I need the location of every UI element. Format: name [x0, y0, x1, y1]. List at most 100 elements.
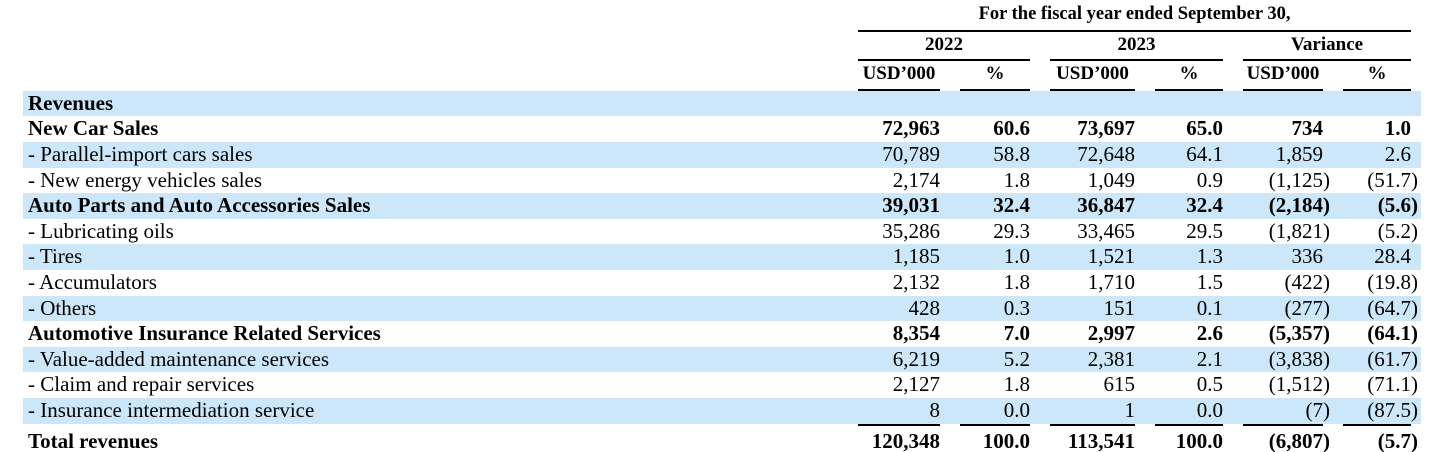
- cell-2022-pct: 1.8: [1003, 372, 1030, 397]
- cell-2023-usd: 1,710: [1087, 269, 1135, 294]
- total-variance-usd: (6,807): [1233, 423, 1333, 452]
- cell-2023-usd: 1,049: [1087, 167, 1135, 192]
- fiscal-year-header-cell: For the fiscal year ended September 30,: [848, 2, 1421, 32]
- cell-2022-usd: 2,132: [892, 269, 940, 294]
- table-row: - Claim and repair services 2,127 1.8 61…: [23, 372, 1421, 398]
- cell-2022-usd: 6,219: [848, 346, 950, 373]
- cell-2023-pct: 0.5: [1196, 372, 1223, 397]
- row-label: Automotive Insurance Related Services: [28, 321, 381, 346]
- cell-2022-pct: 60.6: [993, 116, 1030, 141]
- row-label: - Others: [23, 295, 848, 322]
- cell-variance-usd: (1,125): [1268, 167, 1330, 192]
- cell-2022-pct: 1.8: [1003, 269, 1030, 294]
- cell-2022-usd: 2,127: [892, 372, 940, 397]
- total-label: Total revenues: [28, 428, 159, 452]
- cell-2022-usd: 1,185: [848, 244, 950, 270]
- table-body: Revenues New Car Sales 72,963 60.6 73,69…: [23, 90, 1422, 424]
- row-label: - Insurance intermediation service: [23, 397, 848, 424]
- table-row: - Others 428 0.3 151 0.1 (277) (64.7): [23, 295, 1422, 322]
- cell-2022-pct: 0.3: [950, 295, 1040, 322]
- cell-2023-pct: 2.6: [1196, 321, 1223, 346]
- header-group-row: 2022 2023 Variance: [23, 32, 1421, 62]
- fiscal-year-header: For the fiscal year ended September 30,: [858, 2, 1412, 32]
- group-2023-label: 2023: [1050, 32, 1223, 62]
- cell-2023-pct: 0.1: [1145, 295, 1233, 322]
- cell-variance-pct: (87.5): [1333, 397, 1422, 424]
- cell-variance-usd: (422): [1284, 269, 1331, 294]
- cell-2022-usd: 428: [848, 295, 950, 322]
- cell-variance-usd: (1,821): [1268, 218, 1330, 243]
- cell-2022-pct: 1.0: [950, 244, 1040, 270]
- cell-2023-pct: 65.0: [1186, 116, 1223, 141]
- table-row: - Accumulators 2,132 1.8 1,710 1.5 (422)…: [23, 270, 1421, 296]
- table-row: - Value-added maintenance services 6,219…: [23, 346, 1422, 373]
- cell-variance-pct: (64.7): [1333, 295, 1422, 322]
- cell-2022-usd: 8,354: [892, 321, 940, 346]
- cell-2023-pct: 1.3: [1145, 244, 1233, 270]
- cell-2023-pct: 1.5: [1196, 269, 1223, 294]
- table-row: - New energy vehicles sales 2,174 1.8 1,…: [23, 168, 1421, 194]
- table-row: - Lubricating oils 35,286 29.3 33,465 29…: [23, 219, 1421, 245]
- cell-variance-pct: (19.8): [1367, 269, 1419, 294]
- row-label: Auto Parts and Auto Accessories Sales: [23, 193, 848, 219]
- total-2023-pct: 100.0: [1145, 423, 1233, 452]
- total-variance-pct: (5.7): [1333, 423, 1421, 452]
- cell-2023-usd: 615: [1103, 372, 1136, 397]
- cell-variance-pct: 2.6: [1333, 141, 1422, 168]
- cell-variance-usd: 734: [1291, 116, 1324, 141]
- cell-2023-pct: 2.1: [1145, 346, 1233, 373]
- row-label: New Car Sales: [28, 116, 159, 141]
- cell-2022-pct: 0.0: [950, 397, 1040, 424]
- cell-2023-pct: 32.4: [1145, 193, 1233, 219]
- group-2023-cell: 2023: [1040, 32, 1233, 62]
- cell-2022-pct: 1.8: [1003, 167, 1030, 192]
- subcol-variance-usd: USD’000: [1233, 61, 1333, 91]
- cell-2022-usd: 2,174: [892, 167, 940, 192]
- table-row: - Tires 1,185 1.0 1,521 1.3 336 28.4: [23, 244, 1422, 270]
- cell-variance-usd: (7): [1233, 397, 1333, 424]
- cell-variance-pct: 1.0: [1384, 116, 1412, 141]
- cell-2023-usd: 73,697: [1077, 116, 1135, 141]
- group-variance-label: Variance: [1243, 32, 1412, 62]
- row-label: Revenues: [23, 90, 848, 117]
- table-row: Automotive Insurance Related Services 8,…: [23, 321, 1421, 347]
- row-label: - Lubricating oils: [28, 218, 174, 243]
- total-2022-pct: 100.0: [950, 423, 1040, 452]
- subcol-variance-pct: %: [1333, 61, 1421, 91]
- cell-variance-pct: (51.7): [1367, 167, 1419, 192]
- subcol-2022-usd: USD’000: [848, 61, 950, 91]
- cell-2022-pct: 58.8: [950, 141, 1040, 168]
- cell-2023-pct: 64.1: [1145, 141, 1233, 168]
- cell-2022-usd: [848, 90, 950, 117]
- cell-2023-pct: 0.0: [1145, 397, 1233, 424]
- cell-variance-usd: (1,512): [1268, 372, 1330, 397]
- cell-2022-pct: 29.3: [993, 218, 1030, 243]
- group-variance-cell: Variance: [1233, 32, 1421, 62]
- cell-2022-usd: 39,031: [848, 193, 950, 219]
- row-label: - Value-added maintenance services: [23, 346, 848, 373]
- cell-2022-usd: 8: [848, 397, 950, 424]
- header-subcolumn-row: USD’000 % USD’000 % USD’000 %: [23, 61, 1421, 91]
- cell-2023-usd: 36,847: [1040, 193, 1145, 219]
- header-spacer: [23, 32, 848, 62]
- total-row: Total revenues 120,348 100.0 113,541 100…: [23, 423, 1421, 452]
- cell-variance-usd: 1,859: [1233, 141, 1333, 168]
- subcol-2023-pct: %: [1145, 61, 1233, 91]
- cell-2022-pct: 5.2: [950, 346, 1040, 373]
- cell-2022-pct: [950, 90, 1040, 117]
- cell-2023-usd: 2,997: [1087, 321, 1135, 346]
- cell-variance-usd: (2,184): [1233, 193, 1333, 219]
- table-row: Auto Parts and Auto Accessories Sales 39…: [23, 193, 1422, 219]
- cell-2023-pct: 29.5: [1186, 218, 1223, 243]
- group-2022-label: 2022: [858, 32, 1030, 62]
- cell-variance-pct: 28.4: [1333, 244, 1422, 270]
- cell-variance-pct: [1333, 90, 1422, 117]
- group-2022-cell: 2022: [848, 32, 1040, 62]
- total-2023-usd: 113,541: [1040, 423, 1145, 452]
- row-label: - Parallel-import cars sales: [23, 141, 848, 168]
- cell-variance-pct: (61.7): [1333, 346, 1422, 373]
- row-label: - Claim and repair services: [28, 372, 255, 397]
- cell-variance-pct: (71.1): [1367, 372, 1419, 397]
- cell-variance-usd: (277): [1233, 295, 1333, 322]
- cell-variance-usd: (3,838): [1233, 346, 1333, 373]
